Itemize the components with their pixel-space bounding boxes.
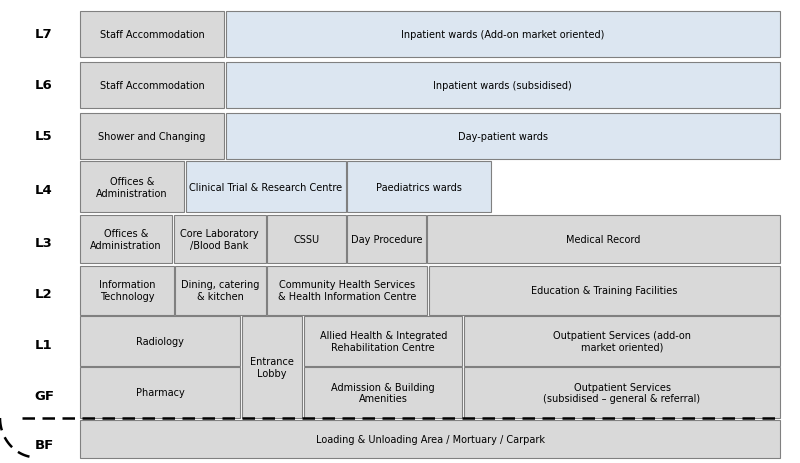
FancyBboxPatch shape	[80, 367, 240, 418]
Text: Staff Accommodation: Staff Accommodation	[100, 30, 204, 40]
FancyBboxPatch shape	[429, 266, 780, 315]
FancyBboxPatch shape	[226, 113, 780, 160]
Text: Medical Record: Medical Record	[566, 235, 641, 244]
Text: L4: L4	[35, 183, 53, 196]
Text: Information
Technology: Information Technology	[98, 280, 155, 301]
FancyBboxPatch shape	[242, 316, 302, 418]
Text: Outpatient Services (add-on
market oriented): Outpatient Services (add-on market orien…	[553, 330, 691, 352]
FancyBboxPatch shape	[80, 215, 172, 264]
FancyBboxPatch shape	[226, 12, 780, 58]
Text: Admission & Building
Amenities: Admission & Building Amenities	[331, 382, 435, 403]
Text: Dining, catering
& kitchen: Dining, catering & kitchen	[182, 280, 259, 301]
FancyBboxPatch shape	[347, 215, 426, 264]
FancyBboxPatch shape	[80, 12, 224, 58]
Text: GF: GF	[34, 389, 54, 402]
Text: Day-patient wards: Day-patient wards	[458, 131, 548, 142]
Text: BF: BF	[34, 438, 54, 451]
FancyBboxPatch shape	[80, 162, 184, 213]
Text: Staff Accommodation: Staff Accommodation	[100, 81, 204, 91]
Text: Clinical Trial & Research Centre: Clinical Trial & Research Centre	[189, 182, 342, 193]
FancyBboxPatch shape	[80, 420, 780, 458]
FancyBboxPatch shape	[80, 63, 224, 109]
Text: Offices &
Administration: Offices & Administration	[90, 229, 162, 250]
FancyBboxPatch shape	[226, 63, 780, 109]
FancyBboxPatch shape	[304, 316, 462, 366]
Text: Community Health Services
& Health Information Centre: Community Health Services & Health Infor…	[278, 280, 416, 301]
Text: Pharmacy: Pharmacy	[136, 388, 184, 398]
FancyBboxPatch shape	[267, 215, 346, 264]
Text: Loading & Unloading Area / Mortuary / Carpark: Loading & Unloading Area / Mortuary / Ca…	[315, 434, 545, 444]
FancyBboxPatch shape	[464, 316, 780, 366]
Text: L5: L5	[35, 130, 53, 143]
FancyBboxPatch shape	[80, 266, 174, 315]
FancyBboxPatch shape	[186, 162, 346, 213]
FancyBboxPatch shape	[427, 215, 780, 264]
Text: Paediatrics wards: Paediatrics wards	[376, 182, 462, 193]
FancyBboxPatch shape	[304, 367, 462, 418]
Text: Shower and Changing: Shower and Changing	[98, 131, 206, 142]
FancyBboxPatch shape	[267, 266, 427, 315]
Text: L7: L7	[35, 28, 53, 41]
Text: L2: L2	[35, 288, 53, 300]
Text: Inpatient wards (subsidised): Inpatient wards (subsidised)	[434, 81, 572, 91]
FancyBboxPatch shape	[464, 367, 780, 418]
FancyBboxPatch shape	[174, 215, 266, 264]
Text: Allied Health & Integrated
Rehabilitation Centre: Allied Health & Integrated Rehabilitatio…	[319, 330, 447, 352]
Text: L1: L1	[35, 338, 53, 351]
Text: L6: L6	[35, 79, 53, 92]
Text: CSSU: CSSU	[294, 235, 319, 244]
FancyBboxPatch shape	[347, 162, 491, 213]
Text: Education & Training Facilities: Education & Training Facilities	[531, 286, 678, 295]
Text: Entrance
Lobby: Entrance Lobby	[250, 357, 294, 378]
Text: Radiology: Radiology	[136, 336, 184, 346]
Text: Offices &
Administration: Offices & Administration	[96, 177, 168, 198]
Text: Inpatient wards (Add-on market oriented): Inpatient wards (Add-on market oriented)	[401, 30, 605, 40]
Text: Core Laboratory
/Blood Bank: Core Laboratory /Blood Bank	[180, 229, 259, 250]
FancyBboxPatch shape	[80, 316, 240, 366]
Text: Day Procedure: Day Procedure	[350, 235, 422, 244]
Text: L3: L3	[35, 237, 53, 250]
FancyBboxPatch shape	[175, 266, 266, 315]
FancyBboxPatch shape	[80, 113, 224, 160]
Text: Outpatient Services
(subsidised – general & referral): Outpatient Services (subsidised – genera…	[543, 382, 701, 403]
